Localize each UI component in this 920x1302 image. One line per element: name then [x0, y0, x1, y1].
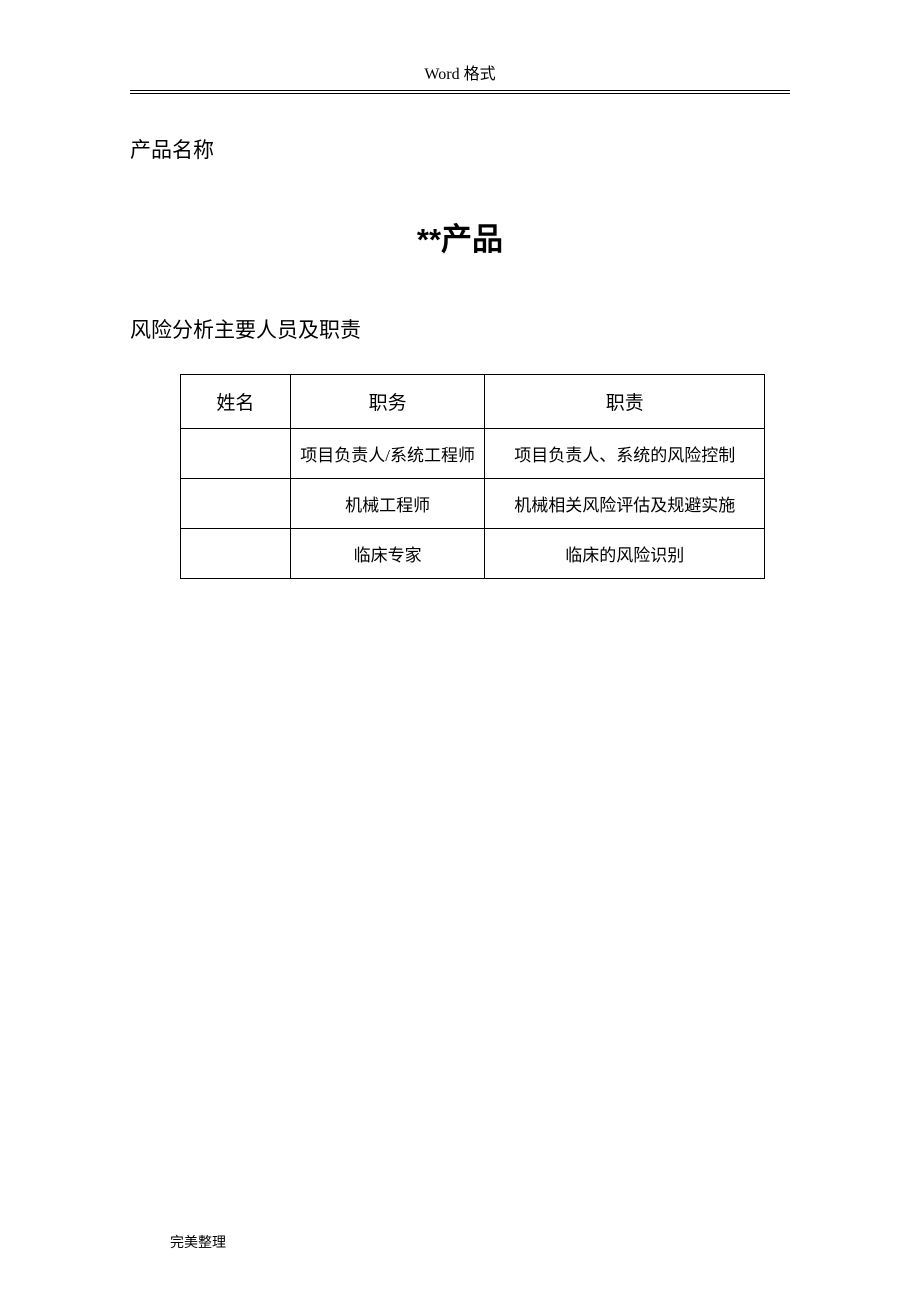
cell-name: [181, 529, 291, 579]
cell-name: [181, 479, 291, 529]
cell-duty: 临床的风险识别: [485, 529, 765, 579]
section-heading-risk-personnel: 风险分析主要人员及职责: [130, 314, 790, 344]
header-underline: [130, 93, 790, 94]
personnel-table: 姓名 职务 职责 项目负责人/系统工程师 项目负责人、系统的风险控制 机械工程师…: [180, 374, 765, 579]
header-text: Word 格式: [424, 66, 495, 83]
footer-text: 完美整理: [170, 1236, 226, 1251]
cell-position: 项目负责人/系统工程师: [290, 429, 485, 479]
table-row: 机械工程师 机械相关风险评估及规避实施: [181, 479, 765, 529]
cell-position: 机械工程师: [290, 479, 485, 529]
table-header-position: 职务: [290, 375, 485, 429]
table-row: 临床专家 临床的风险识别: [181, 529, 765, 579]
table-header-duty: 职责: [485, 375, 765, 429]
product-title: **产品: [130, 214, 790, 259]
table-header-name: 姓名: [181, 375, 291, 429]
page-header: Word 格式: [130, 60, 790, 91]
table-row: 项目负责人/系统工程师 项目负责人、系统的风险控制: [181, 429, 765, 479]
table-header-row: 姓名 职务 职责: [181, 375, 765, 429]
cell-name: [181, 429, 291, 479]
cell-position: 临床专家: [290, 529, 485, 579]
cell-duty: 项目负责人、系统的风险控制: [485, 429, 765, 479]
page-footer: 完美整理: [170, 1232, 226, 1252]
section-label-product-name: 产品名称: [130, 134, 790, 164]
document-page: Word 格式 产品名称 **产品 风险分析主要人员及职责 姓名 职务 职责 项…: [0, 0, 920, 1302]
cell-duty: 机械相关风险评估及规避实施: [485, 479, 765, 529]
